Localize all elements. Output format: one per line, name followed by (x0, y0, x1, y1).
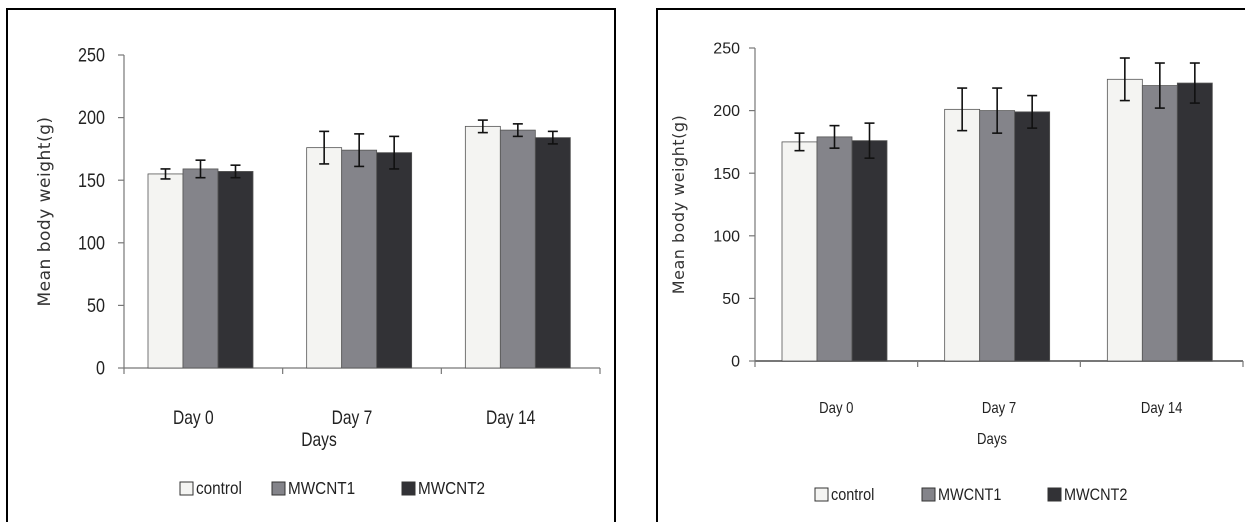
x-category-label: Day 14 (486, 407, 536, 429)
legend-label-MWCNT2: MWCNT2 (418, 478, 485, 498)
x-category-label: Day 0 (819, 400, 853, 417)
legend-label-MWCNT1: MWCNT1 (288, 478, 355, 498)
bar-MWCNT1 (499, 129, 536, 369)
bar-control (464, 125, 501, 369)
legend-swatch-control (814, 487, 829, 502)
chart-right: 0 50 100 150 200 250 Day 0 Day 7 Day 14 Days Mean … (669, 41, 1244, 504)
x-category-label: Day 14 (1141, 400, 1183, 417)
chart-left: 0 50 100 150 200 250 Day 0 Day 7 Day 14 Days Mean … (35, 44, 601, 498)
x-category-label: Day 7 (332, 407, 373, 429)
legend-label-MWCNT2: MWCNT2 (1064, 486, 1127, 504)
bar-MWCNT1 (1141, 85, 1178, 362)
y-axis-title: Mean body weight(g) (35, 116, 55, 306)
legend-label-control: control (831, 486, 874, 504)
legend-label-control: control (196, 478, 242, 498)
bar-control (306, 147, 343, 369)
legend-swatch-MWCNT2 (1047, 487, 1062, 502)
y-tick-label: 0 (731, 354, 740, 371)
bar-MWCNT2 (1014, 111, 1051, 362)
y-tick-label: 50 (87, 295, 105, 317)
y-tick-label: 250 (713, 41, 740, 58)
x-category-label: Day 0 (173, 407, 214, 429)
bar-MWCNT2 (534, 137, 571, 369)
legend-swatch-MWCNT1 (271, 481, 286, 496)
y-tick-label: 50 (722, 291, 740, 308)
bar-control (1106, 78, 1143, 362)
legend-swatch-MWCNT1 (921, 487, 936, 502)
y-tick-label: 100 (78, 232, 105, 254)
y-tick-label: 0 (96, 357, 105, 379)
bar-MWCNT1 (816, 136, 853, 362)
bar-MWCNT2 (851, 140, 888, 362)
legend-label-MWCNT1: MWCNT1 (938, 486, 1001, 504)
legend-swatch-MWCNT2 (401, 481, 416, 496)
legend-swatch-control (179, 481, 194, 496)
y-tick-label: 150 (78, 170, 105, 192)
bar-MWCNT1 (979, 110, 1016, 362)
bar-control (147, 173, 184, 369)
y-tick-label: 200 (78, 107, 105, 129)
bar-MWCNT2 (1176, 82, 1213, 362)
bar-control (944, 108, 981, 362)
y-tick-label: 100 (713, 228, 740, 245)
bar-MWCNT1 (341, 149, 378, 369)
y-tick-label: 150 (713, 166, 740, 183)
bar-MWCNT1 (182, 168, 219, 369)
x-category-label: Day 7 (982, 400, 1016, 417)
y-tick-label: 200 (713, 103, 740, 120)
x-axis-title: Days (301, 429, 337, 451)
bar-MWCNT2 (376, 152, 413, 369)
chart-panel-right: 0 50 100 150 200 250 Day 0 Day 7 Day 14 Days Mean … (656, 8, 1245, 522)
bar-MWCNT2 (217, 171, 254, 369)
y-tick-label: 250 (78, 44, 105, 66)
bar-control (781, 141, 818, 362)
x-axis-title: Days (977, 431, 1007, 448)
y-axis-title: Mean body weight(g) (669, 115, 688, 294)
chart-panel-left: 0 50 100 150 200 250 Day 0 Day 7 Day 14 Days Mean … (6, 8, 616, 522)
